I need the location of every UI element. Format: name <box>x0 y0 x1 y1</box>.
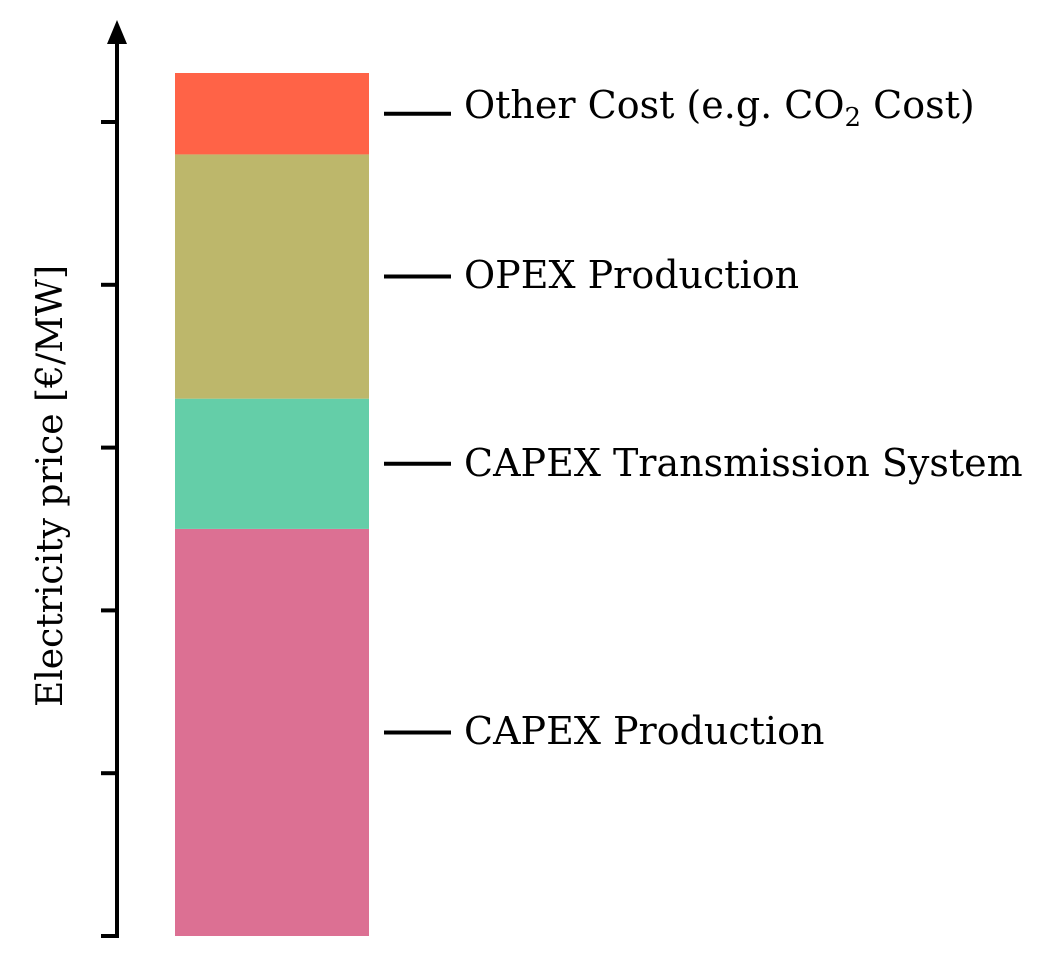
label-opex-production: OPEX Production <box>464 253 799 297</box>
bar-segments <box>175 73 369 936</box>
bar-segment-capex-transmission <box>175 399 369 529</box>
y-axis-ticks <box>101 122 117 936</box>
y-axis <box>101 20 127 938</box>
y-axis-label: Electricity price [€/MW] <box>30 265 71 707</box>
bar-segment-other-cost <box>175 73 369 154</box>
label-capex-transmission: CAPEX Transmission System <box>464 441 1023 485</box>
label-other-cost-suffix: Cost) <box>861 83 975 127</box>
label-other-cost-main: Other Cost (e.g. CO <box>464 83 845 127</box>
label-capex-production: CAPEX Production <box>464 709 824 753</box>
bar-segment-opex-production <box>175 154 369 398</box>
label-leaders <box>384 114 451 733</box>
y-axis-arrow <box>107 20 127 44</box>
bar-segment-capex-production <box>175 529 369 936</box>
label-other-cost: Other Cost (e.g. CO2 Cost) <box>464 83 975 133</box>
label-other-cost-subscript: 2 <box>845 103 862 133</box>
